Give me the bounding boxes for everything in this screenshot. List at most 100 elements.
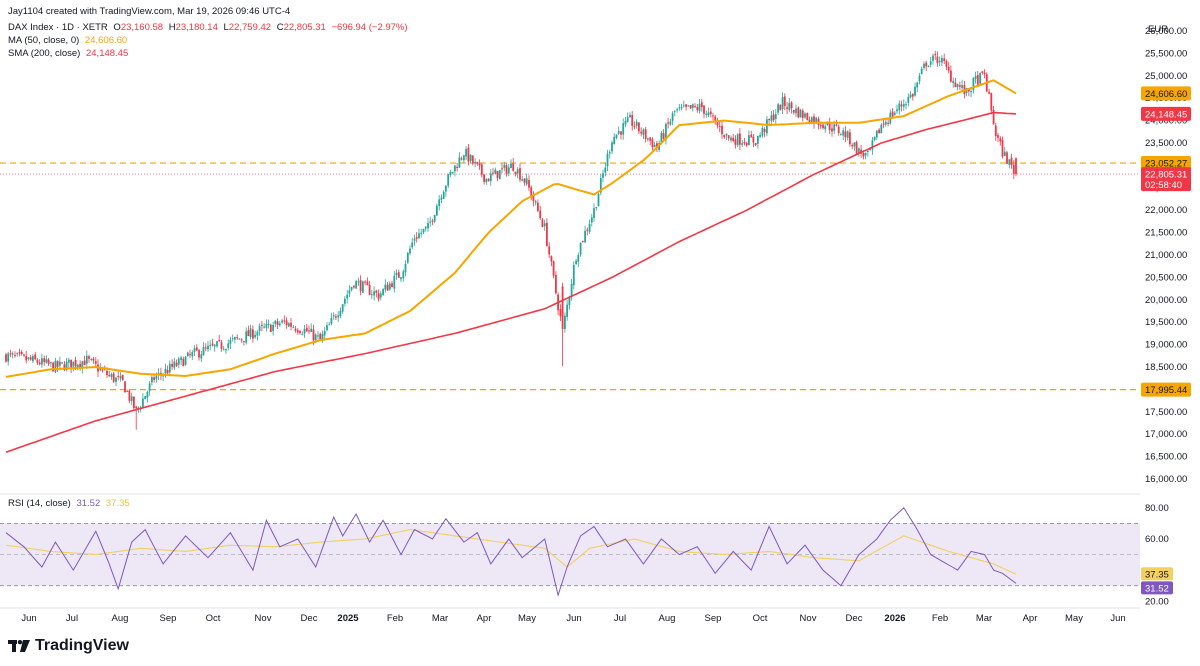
rsi-legend[interactable]: RSI (14, close) 31.52 37.35: [8, 498, 133, 509]
candle-body: [350, 287, 353, 290]
change-value: −696.94 (−2.97%): [331, 22, 408, 33]
candle-body: [94, 361, 97, 364]
candle-body: [902, 104, 905, 107]
candle-body: [900, 104, 903, 107]
price-tick-label: 17,000.00: [1145, 429, 1187, 440]
candle-body: [909, 94, 912, 98]
candle-body: [397, 272, 400, 278]
candle-body: [379, 293, 382, 298]
candle-body: [362, 281, 364, 293]
candle-body: [893, 112, 896, 115]
candle-body: [970, 91, 972, 93]
candle-body: [815, 117, 818, 123]
candle-body: [766, 119, 768, 134]
countdown-tag: 02:58:40: [1145, 180, 1182, 191]
candle-body: [523, 178, 526, 183]
candle-body: [386, 284, 389, 291]
rsi-pane[interactable]: 80.00 60.00 20.00 37.35 31.52: [0, 503, 1173, 608]
candle-body: [332, 315, 335, 317]
candle-body: [269, 324, 272, 332]
candle-body: [745, 142, 748, 146]
candle-body: [691, 104, 694, 109]
candle-body: [81, 361, 84, 369]
candle-body: [586, 229, 589, 231]
candle-body: [974, 76, 977, 79]
candle-body: [202, 347, 205, 356]
candle-body: [934, 54, 937, 56]
candle-body: [891, 111, 894, 117]
time-axis[interactable]: Jun Jul Aug Sep Oct Nov Dec 2025 Feb Mar Apr May Jun…: [21, 613, 1125, 624]
rsi-line: [5, 507, 1017, 597]
candle-body: [92, 358, 95, 361]
candle-body: [436, 205, 438, 216]
level-price-tag: 23,052.27: [1145, 159, 1187, 170]
candle-body: [18, 352, 21, 354]
candle-body: [287, 323, 290, 327]
candle-body: [485, 178, 488, 183]
candle-body: [727, 135, 730, 139]
candle-body: [624, 120, 627, 125]
price-pane[interactable]: 26,000.0025,500.0025,000.0024,500.0024,0…: [0, 24, 1191, 485]
candle-body: [454, 165, 456, 172]
candle-body: [622, 123, 625, 135]
candle-body: [184, 356, 187, 365]
symbol-title[interactable]: DAX Index · 1D · XETR: [8, 22, 108, 33]
candle-body: [907, 96, 910, 103]
last-price-tag: 22,805.31: [1145, 170, 1187, 181]
candle-body: [642, 129, 645, 135]
candle-body: [593, 208, 595, 218]
candle-body: [992, 110, 995, 125]
horizontal-levels: [0, 162, 1140, 391]
candle-body: [254, 335, 256, 338]
candle-body: [615, 134, 618, 139]
candle-body: [243, 341, 245, 342]
candle-body: [833, 124, 836, 131]
candle-body: [725, 133, 728, 136]
candle-body: [447, 174, 450, 186]
candle-body: [375, 290, 378, 293]
rsi-tick-label: 20.00: [1145, 596, 1169, 607]
candle-body: [822, 124, 824, 129]
candle-body: [16, 353, 19, 355]
candle-body: [961, 85, 963, 88]
time-tick-label: Aug: [112, 613, 129, 624]
candle-body: [142, 398, 144, 408]
last-price-tag-bg: [1141, 167, 1191, 192]
candle-body: [929, 61, 932, 65]
candle-body: [330, 318, 333, 324]
candle-body: [516, 169, 519, 174]
time-tick-label: Dec: [301, 613, 318, 624]
candle-body: [673, 110, 676, 112]
candle-body: [168, 363, 171, 373]
candle-body: [427, 223, 429, 229]
candle-body: [364, 281, 366, 283]
candle-body: [308, 330, 310, 332]
candle-body: [9, 353, 12, 355]
candle-body: [709, 111, 712, 115]
candle-body: [74, 359, 77, 367]
time-tick-label: Apr: [477, 613, 492, 624]
candle-body: [633, 125, 636, 127]
candle-body: [705, 113, 708, 115]
candle-body: [463, 155, 465, 161]
candle-body: [177, 358, 180, 365]
candle-body: [932, 55, 934, 61]
candle-body: [561, 286, 564, 329]
candle-body: [191, 352, 194, 357]
sma200-legend[interactable]: SMA (200, close) 24,148.45: [8, 48, 131, 59]
candle-body: [770, 115, 773, 121]
candle-body: [88, 356, 90, 359]
candle-body: [629, 115, 631, 118]
candle-body: [772, 114, 775, 120]
candle-body: [750, 134, 753, 138]
ma50-legend[interactable]: MA (50, close, 0) 24,606.60: [8, 35, 130, 46]
candle-body: [651, 139, 654, 148]
candle-body: [568, 296, 571, 306]
candle-body: [700, 102, 703, 108]
tradingview-logo[interactable]: TradingView: [8, 637, 129, 655]
candle-body: [442, 192, 445, 199]
candle-body: [310, 328, 313, 332]
candle-body: [144, 396, 147, 400]
candle-body: [546, 222, 548, 247]
